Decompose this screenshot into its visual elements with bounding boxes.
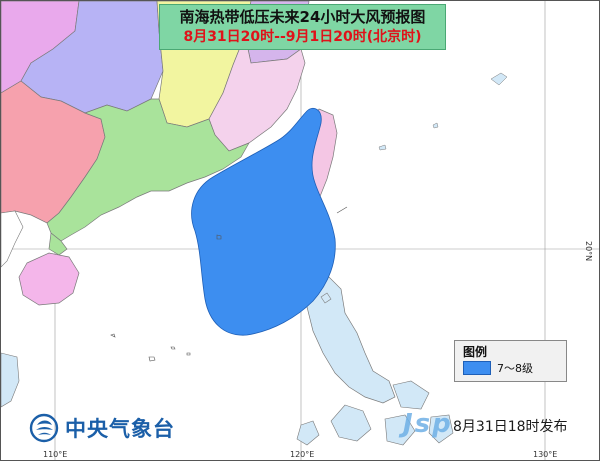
watermark: Jsp [403,409,453,439]
cma-logo-icon [29,413,59,443]
lon-label-120: 120°E [290,450,315,459]
title-period: 8月31日20时--9月1日20时(北京时) [183,29,422,45]
wind-area-7-8 [191,107,336,336]
agency-brand: 中央气象台 [29,411,175,445]
lon-label-130: 130°E [533,450,558,459]
lat-label-20: 20°N [584,241,593,262]
legend: 图例 7～8级 [454,340,567,382]
legend-title: 图例 [463,345,488,359]
title-main: 南海热带低压未来24小时大风预报图 [179,8,426,26]
region-leizhou [48,232,68,256]
region-vietnam [1,210,24,268]
islands-scattered [110,206,348,362]
region-guangdong [46,98,250,242]
lon-label-110: 110°E [43,450,68,459]
region-indochina [1,352,20,408]
region-luzon [306,276,396,404]
legend-label-7-8: 7～8级 [497,362,533,375]
region-hainan [18,252,80,306]
philippine-islands [296,292,454,446]
legend-swatch-7-8 [463,361,491,375]
issued-time: 8月31日18时发布 [453,419,568,435]
region-fujian [208,33,306,152]
map-title: 南海热带低压未来24小时大风预报图 8月31日20时--9月1日20时(北京时) [159,4,446,50]
ryukyu-islands [378,72,508,151]
agency-name: 中央气象台 [65,417,175,441]
